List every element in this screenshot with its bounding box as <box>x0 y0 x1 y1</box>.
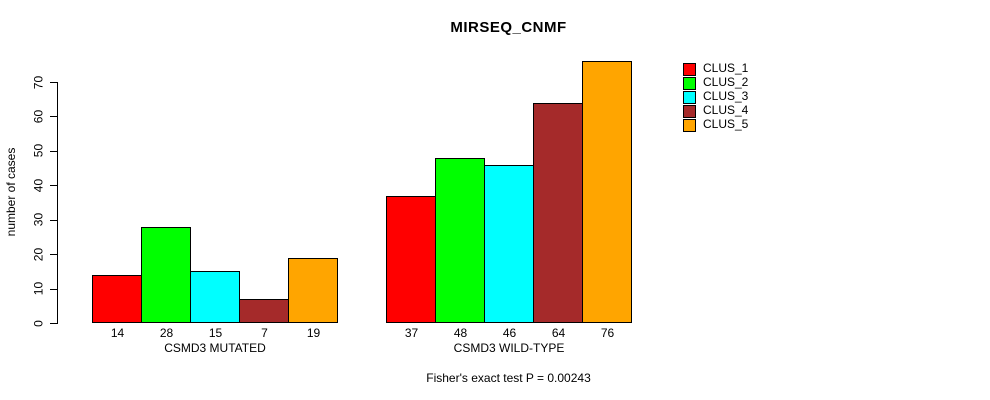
bar-value-label: 15 <box>208 326 223 340</box>
bar-clus_3-group-2 <box>484 165 534 323</box>
legend-swatch-clus_3 <box>683 91 696 104</box>
y-tick <box>50 82 57 83</box>
bar-clus_4-group-1 <box>239 299 289 323</box>
bar-value-label: 48 <box>453 326 468 340</box>
legend-label-clus_4: CLUS_4 <box>703 103 749 117</box>
y-tick-label: 20 <box>31 247 46 261</box>
chart-title: MIRSEQ_CNMF <box>450 19 567 36</box>
legend-label-clus_3: CLUS_3 <box>703 89 749 103</box>
y-tick-label: 10 <box>31 281 46 296</box>
y-tick-label: 40 <box>31 178 46 192</box>
bar-value-label: 37 <box>404 326 419 340</box>
y-axis-line <box>57 82 58 324</box>
bar-value-label: 64 <box>551 326 566 340</box>
legend-swatch-clus_4 <box>683 105 696 118</box>
bar-clus_5-group-2 <box>582 61 632 323</box>
bar-clus_3-group-1 <box>190 271 240 323</box>
bar-value-label: 46 <box>502 326 517 340</box>
y-axis-title: number of cases <box>4 147 18 237</box>
y-tick <box>50 323 57 324</box>
bar-clus_2-group-1 <box>141 227 191 323</box>
group-label-csmd3-mutated: CSMD3 MUTATED <box>164 341 266 355</box>
legend-swatch-clus_5 <box>683 119 696 132</box>
bar-value-label: 28 <box>159 326 174 340</box>
fisher-test-annotation: Fisher's exact test P = 0.00243 <box>426 371 591 385</box>
y-tick-label: 30 <box>31 213 46 227</box>
bar-clus_4-group-2 <box>533 103 583 323</box>
bar-value-label: 19 <box>306 326 321 340</box>
legend-label-clus_2: CLUS_2 <box>703 75 749 89</box>
y-tick <box>50 219 57 221</box>
bar-value-label: 7 <box>261 326 268 340</box>
y-tick-label: 60 <box>31 109 46 124</box>
y-tick-label: 70 <box>31 75 46 89</box>
y-tick <box>50 288 57 290</box>
bar-value-label: 14 <box>110 326 125 340</box>
legend-swatch-clus_1 <box>683 63 696 76</box>
bar-clus_5-group-1 <box>288 258 338 323</box>
legend-swatch-clus_2 <box>683 77 696 90</box>
legend-label-clus_1: CLUS_1 <box>703 61 749 75</box>
bar-clus_1-group-2 <box>386 196 436 323</box>
bar-clus_2-group-2 <box>435 158 485 323</box>
bar-value-label: 76 <box>600 326 615 340</box>
y-tick <box>50 116 57 118</box>
y-tick <box>50 185 57 187</box>
y-tick <box>50 254 57 256</box>
y-tick-label: 0 <box>31 319 46 327</box>
y-tick-label: 50 <box>31 144 46 158</box>
y-tick <box>50 150 57 152</box>
group-label-csmd3-wild-type: CSMD3 WILD-TYPE <box>453 341 565 355</box>
legend-label-clus_5: CLUS_5 <box>703 117 749 131</box>
bar-clus_1-group-1 <box>92 275 142 323</box>
